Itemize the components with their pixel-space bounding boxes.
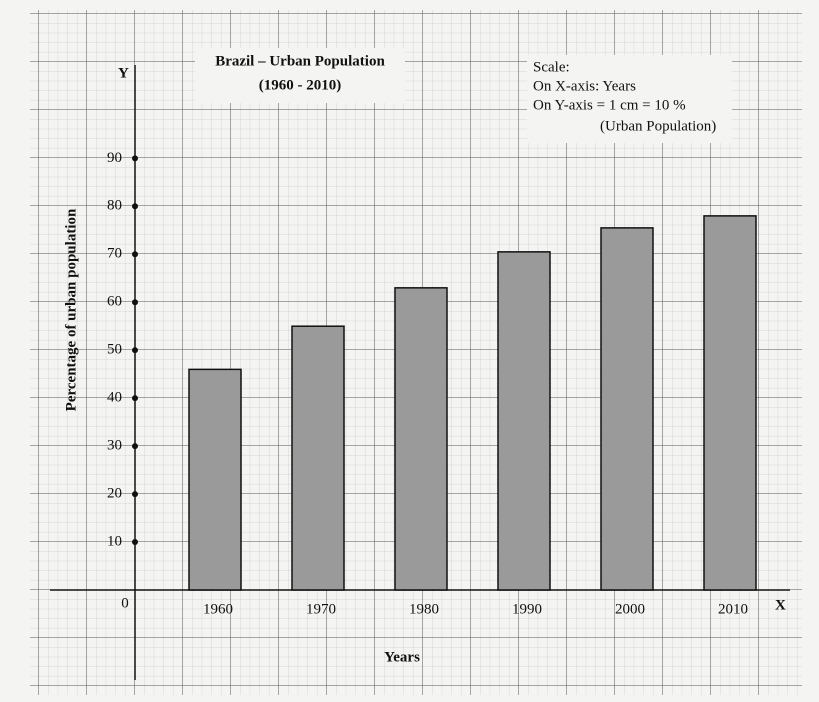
y-tick-label: 70 — [107, 246, 122, 262]
scale-note: On Y-axis = 1 cm = 10 % — [533, 97, 686, 113]
y-tick — [132, 251, 138, 258]
x-tick-label: 1990 — [512, 601, 542, 617]
bar — [703, 215, 757, 591]
y-tick-label: 90 — [107, 150, 122, 166]
y-tick — [132, 443, 138, 450]
y-tick-label: 60 — [107, 294, 122, 310]
x-tick-label: 2010 — [718, 601, 748, 617]
y-tick — [132, 347, 138, 354]
x-tick-label: 1960 — [203, 601, 233, 617]
scale-box — [527, 55, 732, 143]
bar — [394, 287, 448, 591]
y-tick — [132, 395, 138, 402]
x-tick-label: 1980 — [409, 601, 439, 617]
y-tick-label: 30 — [107, 438, 122, 454]
y-tick-label: 80 — [107, 198, 122, 214]
scale-note: (Urban Population) — [600, 118, 716, 134]
y-tick-label: 0 — [121, 595, 129, 611]
y-tick-label: 50 — [107, 342, 122, 358]
y-tick — [132, 491, 138, 498]
x-axis-name: X — [775, 597, 786, 613]
y-tick-label: 20 — [107, 486, 122, 502]
y-tick-label: 40 — [107, 390, 122, 406]
title-box — [195, 48, 405, 103]
bar — [600, 227, 654, 591]
x-tick-label: 2000 — [615, 601, 645, 617]
scale-note: Scale: — [533, 59, 570, 75]
y-tick — [132, 299, 138, 306]
x-axis-label: Years — [384, 649, 420, 665]
chart-subtitle: (1960 - 2010) — [259, 77, 342, 93]
y-tick — [132, 203, 138, 210]
y-tick-label: 10 — [107, 533, 122, 549]
y-axis-label: Percentage of urban population — [63, 208, 79, 411]
chart-title: Brazil – Urban Population — [215, 53, 385, 69]
y-tick — [132, 155, 138, 162]
y-tick — [132, 539, 138, 546]
bar — [291, 325, 345, 591]
bar — [188, 368, 242, 591]
y-axis-name: Y — [118, 65, 129, 81]
bar — [497, 251, 551, 591]
scale-note: On X-axis: Years — [533, 78, 636, 94]
x-tick-label: 1970 — [306, 601, 336, 617]
